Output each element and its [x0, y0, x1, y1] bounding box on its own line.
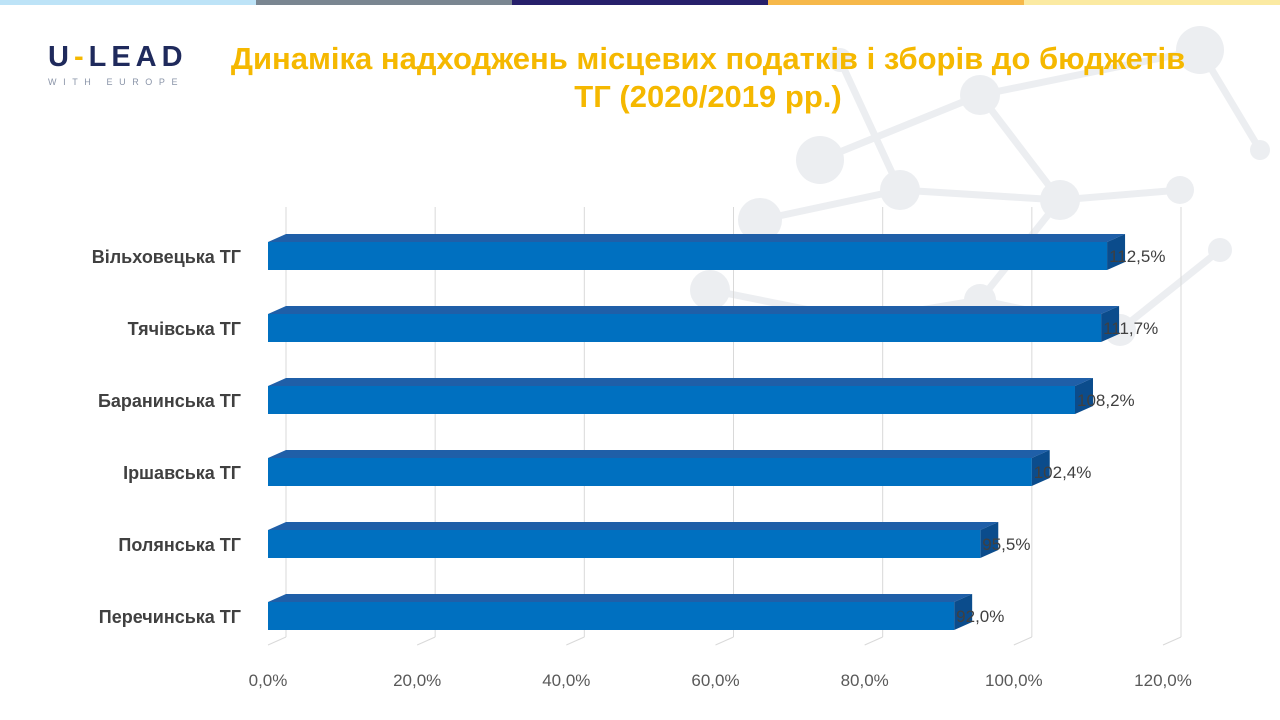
- category-label: Вільховецька ТГ: [92, 247, 241, 267]
- bar-side-face: [980, 522, 999, 558]
- gridline-floor: [416, 636, 436, 646]
- x-tick-label: 60,0%: [691, 671, 739, 690]
- gridline-floor: [1013, 636, 1033, 646]
- bar: [268, 242, 1108, 270]
- bar-side-face: [1101, 306, 1120, 342]
- bar-side-face: [1031, 450, 1050, 486]
- gridline-floor: [1162, 636, 1182, 646]
- network-background-decoration: [690, 26, 1270, 346]
- data-label: 108,2%: [1077, 391, 1135, 410]
- top-bar-segment: [768, 0, 1024, 5]
- bar: [268, 530, 981, 558]
- logo-wordmark: U-LEAD: [48, 41, 188, 73]
- bar-top-face: [268, 234, 1126, 242]
- data-label: 112,5%: [1109, 247, 1165, 266]
- top-bar-segment: [256, 0, 512, 5]
- gridline-floor: [715, 636, 734, 646]
- slide-title: Динаміка надходжень місцевих податків і …: [230, 41, 1186, 114]
- x-tick-label: 120,0%: [1134, 671, 1192, 690]
- bar: [268, 458, 1032, 486]
- x-tick-label: 0,0%: [249, 671, 288, 690]
- data-label: 92,0%: [956, 607, 1004, 626]
- bar-side-face: [954, 594, 973, 630]
- u-lead-logo: U-LEAD WITH EUROPE: [48, 42, 188, 87]
- bar: [268, 386, 1075, 414]
- data-label: 95,5%: [982, 535, 1030, 554]
- category-label: Перечинська ТГ: [99, 607, 241, 627]
- bar-top-face: [268, 522, 999, 530]
- logo-tagline: WITH EUROPE: [48, 77, 185, 87]
- category-label: Іршавська ТГ: [123, 463, 241, 483]
- x-tick-label: 40,0%: [542, 671, 590, 690]
- category-label: Баранинська ТГ: [98, 391, 241, 411]
- x-tick-label: 20,0%: [393, 671, 441, 690]
- bar-top-face: [268, 378, 1093, 386]
- data-label: 111,7%: [1103, 319, 1158, 338]
- category-label: Тячівська ТГ: [128, 319, 241, 339]
- bar-side-face: [1107, 234, 1126, 270]
- bar: [268, 314, 1102, 342]
- gridline-floor: [566, 636, 585, 646]
- top-bar-segment: [0, 0, 256, 5]
- data-label: 102,4%: [1034, 463, 1092, 482]
- bar-top-face: [268, 594, 973, 602]
- top-bar-segment: [1024, 0, 1280, 5]
- gridline-floor: [267, 636, 287, 646]
- x-tick-label: 80,0%: [841, 671, 889, 690]
- gridline-floor: [864, 636, 883, 646]
- bar-side-face: [1074, 378, 1093, 414]
- bar: [268, 602, 955, 630]
- top-bar-segment: [512, 0, 768, 5]
- bar-top-face: [268, 306, 1120, 314]
- bar-top-face: [268, 450, 1050, 458]
- x-tick-label: 100,0%: [985, 671, 1043, 690]
- top-color-bar: [0, 0, 1280, 5]
- category-label: Полянська ТГ: [118, 535, 241, 555]
